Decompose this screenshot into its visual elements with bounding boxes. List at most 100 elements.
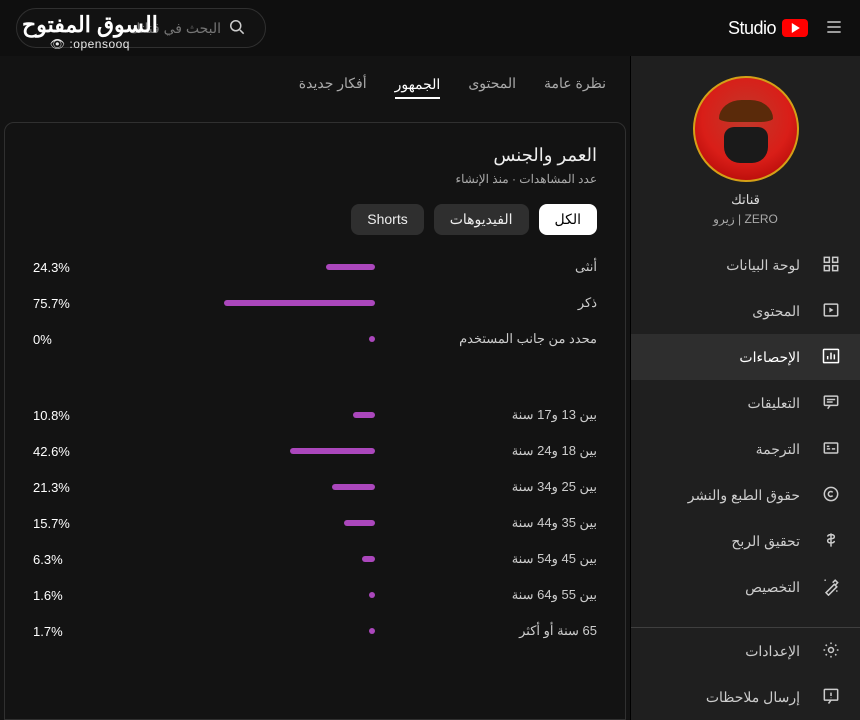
filter-row: الكل الفيديوهات Shorts [33,204,597,235]
sidebar-item-monetize[interactable]: تحقيق الربح [631,518,860,564]
customize-icon [820,576,842,599]
sidebar-bottom: الإعدادات إرسال ملاحظات [631,627,860,720]
sidebar-item-label: تحقيق الربح [731,533,800,550]
bar-label: بين 13 و17 سنة [397,407,597,423]
sidebar-item-label: التخصيص [745,579,800,596]
bar-track [115,336,375,342]
subtitles-icon [820,438,842,461]
copyright-icon [820,484,842,507]
sidebar-item-customize[interactable]: التخصيص [631,564,860,610]
watermark-line1: السوق المفتوح [22,14,158,36]
main: نظرة عامة المحتوى الجمهور أفكار جديدة العمر… [0,56,630,720]
sidebar-item-label: الإحصاءات [739,349,800,366]
tab[interactable]: الجمهور [395,72,441,99]
bar-label: أنثى [397,259,597,275]
bar-pct: 1.6% [33,588,93,603]
bar-track [115,412,375,418]
bar-label: بين 45 و54 سنة [397,551,597,567]
bar-label: بين 55 و64 سنة [397,587,597,603]
bar-pct: 0% [33,332,93,347]
bar-row: أنثى 24.3% [33,259,597,275]
sidebar-item-label: الترجمة [756,441,800,458]
avatar[interactable] [693,76,799,182]
bar-fill [362,556,375,562]
feedback-icon [820,686,842,709]
sidebar-item-dashboard[interactable]: لوحة البيانات [631,242,860,288]
bar-track [115,484,375,490]
channel-label: قناتك [631,192,860,208]
bar-fill [369,592,375,598]
comments-icon [820,392,842,415]
bar-label: بين 25 و34 سنة [397,479,597,495]
studio-label: Studio [728,18,776,39]
bar-row: بين 18 و24 سنة 42.6% [33,443,597,459]
channel-head: قناتك ZERO | زيرو [631,56,860,240]
bar-fill [290,448,375,454]
bar-track [115,556,375,562]
tab[interactable]: نظرة عامة [544,75,606,96]
sidebar-item-subtitles[interactable]: الترجمة [631,426,860,472]
sidebar: قناتك ZERO | زيرو لوحة البيانات المحتوى ال… [630,56,860,720]
bar-pct: 10.8% [33,408,93,423]
bar-fill [332,484,375,490]
sidebar-item-label: الإعدادات [745,643,800,660]
bar-fill [369,628,375,634]
sidebar-item-label: التعليقات [747,395,800,412]
bar-track [115,264,375,270]
sidebar-item-analytics[interactable]: الإحصاءات [631,334,860,380]
bar-track [115,520,375,526]
sidebar-nav: لوحة البيانات المحتوى الإحصاءات التعليقات ال… [631,242,860,610]
sidebar-item-feedback[interactable]: إرسال ملاحظات [631,674,860,720]
metric-subtitle: عدد المشاهدات · منذ الإنشاء [33,172,597,186]
bar-label: 65 سنة أو أكثر [397,623,597,639]
channel-name: ZERO | زيرو [631,212,860,226]
sidebar-item-content[interactable]: المحتوى [631,288,860,334]
metric-panel: العمر والجنس عدد المشاهدات · منذ الإنشاء… [4,122,626,720]
watermark: السوق المفتوح opensooq: 👁 [22,14,158,50]
studio-logo[interactable]: Studio [728,18,808,39]
bar-pct: 24.3% [33,260,93,275]
bar-label: بين 18 و24 سنة [397,443,597,459]
bar-fill [353,412,375,418]
bar-fill [344,520,375,526]
content-icon [820,300,842,323]
bar-fill [369,336,375,342]
bar-row: بين 55 و64 سنة 1.6% [33,587,597,603]
filter-chip[interactable]: الفيديوهات [434,204,529,235]
search-icon [227,17,247,40]
bar-pct: 42.6% [33,444,93,459]
monetize-icon [820,530,842,553]
bar-fill [326,264,375,270]
settings-icon [820,640,842,663]
bar-row: بين 25 و34 سنة 21.3% [33,479,597,495]
menu-button[interactable] [824,17,844,40]
filter-chip[interactable]: Shorts [351,204,423,235]
sidebar-item-copyright[interactable]: حقوق الطبع والنشر [631,472,860,518]
bar-row: 65 سنة أو أكثر 1.7% [33,623,597,639]
bar-row: بين 45 و54 سنة 6.3% [33,551,597,567]
bar-row: ذكر75.7% [33,295,597,311]
sidebar-item-label: المحتوى [752,303,800,320]
sidebar-item-label: حقوق الطبع والنشر [688,487,800,504]
sidebar-item-comments[interactable]: التعليقات [631,380,860,426]
dashboard-icon [820,254,842,277]
analytics-icon [820,346,842,369]
bar-label: ذكر [397,295,597,311]
tab[interactable]: المحتوى [468,75,516,96]
bars: أنثى 24.3% ذكر75.7% محدد من جانب المستخدم 0%… [33,259,597,639]
filter-chip[interactable]: الكل [539,204,598,235]
bar-label: محدد من جانب المستخدم [397,331,597,347]
sidebar-item-label: إرسال ملاحظات [706,689,800,706]
bar-pct: 1.7% [33,624,93,639]
bar-track [115,592,375,598]
bar-pct: 6.3% [33,552,93,567]
bar-row: بين 35 و44 سنة15.7% [33,515,597,531]
bar-label: بين 35 و44 سنة [397,515,597,531]
youtube-play-icon [782,19,808,37]
bar-pct: 21.3% [33,480,93,495]
bar-track [115,300,375,306]
watermark-line2: opensooq: 👁 [22,38,158,50]
tab[interactable]: أفكار جديدة [299,75,367,96]
sidebar-item-settings[interactable]: الإعدادات [631,628,860,674]
bar-track [115,448,375,454]
